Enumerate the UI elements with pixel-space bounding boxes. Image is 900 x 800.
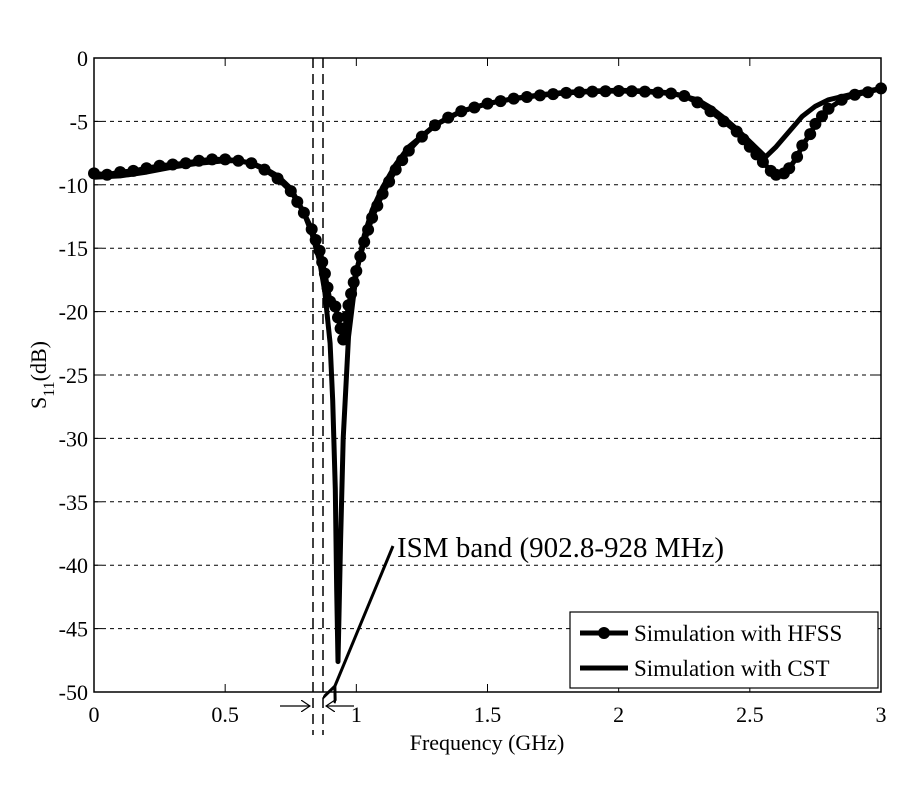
- annotation-text: ISM band (902.8-928 MHz): [397, 532, 724, 564]
- legend-hfss-label: Simulation with HFSS: [634, 621, 842, 646]
- y-tick-label: -40: [59, 553, 88, 578]
- y-tick-label: -30: [59, 426, 88, 451]
- legend-cst-label: Simulation with CST: [634, 656, 830, 681]
- ism-band-annotation: ISM band (902.8-928 MHz): [334, 532, 724, 688]
- x-axis-label: Frequency (GHz): [410, 730, 565, 755]
- y-tick-label: 0: [77, 46, 88, 71]
- hfss-marker: [804, 128, 817, 141]
- annotation-arrow: [334, 545, 395, 688]
- series-line-hfss: [93, 85, 882, 342]
- y-tick-label: -25: [59, 363, 88, 388]
- hfss-marker: [822, 102, 835, 115]
- hfss-marker: [783, 162, 796, 175]
- y-tick-label: -50: [59, 680, 88, 705]
- series-layer: [88, 82, 887, 665]
- legend: Simulation with HFSS Simulation with CST: [569, 611, 879, 689]
- y-tick-label: -10: [59, 173, 88, 198]
- y-tick-label: -20: [59, 300, 88, 325]
- y-tick-labels: 0 -5 -10 -15 -20 -25 -30 -35 -40 -45 -50: [59, 46, 88, 705]
- hfss-marker: [791, 150, 804, 163]
- y-axis-label: S11(dB): [26, 341, 58, 409]
- x-tick-label: 2.5: [736, 702, 764, 727]
- ism-band-markers: [280, 58, 354, 735]
- y-tick-label: -15: [59, 236, 88, 261]
- hfss-marker: [329, 300, 342, 313]
- x-tick-label: 0.5: [211, 702, 239, 727]
- y-axis-label-unit: (dB): [26, 341, 51, 381]
- y-axis-label-sub: 11: [41, 381, 58, 396]
- svg-text:S11(dB): S11(dB): [26, 341, 58, 409]
- hfss-marker: [332, 311, 344, 324]
- y-tick-label: -5: [70, 109, 88, 134]
- x-tick-label: 1: [351, 702, 362, 727]
- series-line-cst: [93, 85, 882, 665]
- legend-box: [569, 611, 879, 689]
- x-tick-label: 2: [613, 702, 624, 727]
- grid-lines: [94, 120, 881, 630]
- y-axis-label-main: S: [26, 397, 51, 409]
- x-tick-label: 3: [876, 702, 887, 727]
- x-tick-labels: 0 0.5 1 1.5 2 2.5 3: [89, 702, 887, 727]
- hfss-marker: [796, 139, 809, 152]
- y-tick-label: -35: [59, 490, 88, 515]
- y-tick-label: -45: [59, 617, 88, 642]
- legend-hfss-marker: [598, 627, 610, 639]
- x-tick-label: 0: [89, 702, 100, 727]
- x-tick-label: 1.5: [474, 702, 502, 727]
